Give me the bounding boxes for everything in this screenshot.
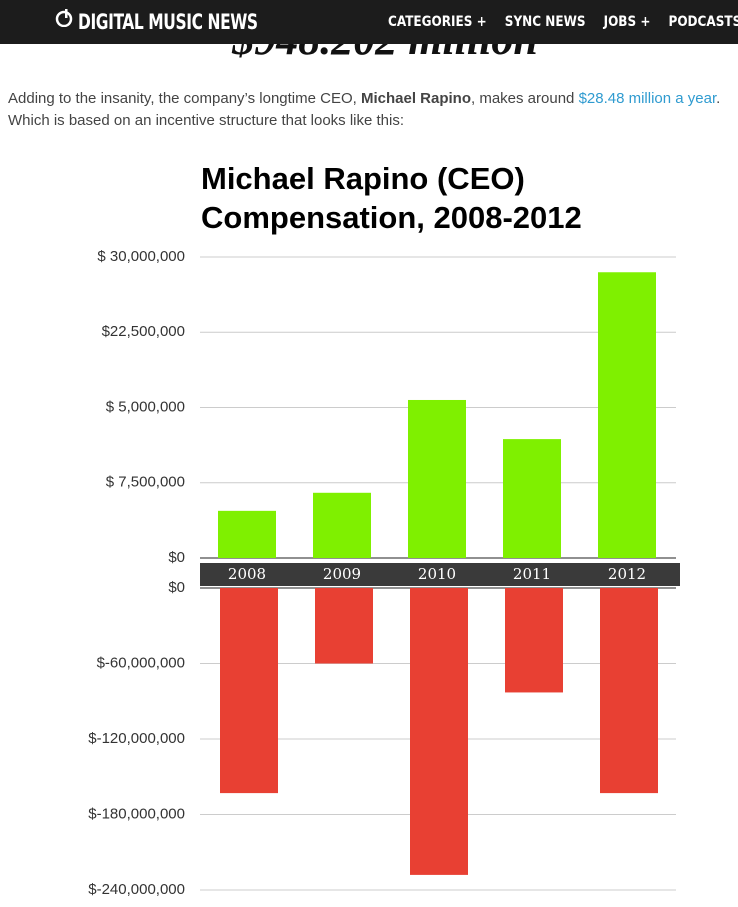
y-tick-label: $0 — [168, 579, 185, 596]
bar — [505, 588, 563, 693]
logo-icon — [55, 9, 73, 27]
y-tick-label: $ 30,000,000 — [97, 248, 185, 265]
x-tick-label: 2010 — [418, 565, 456, 583]
text: . Which is based on an incentive structu… — [8, 90, 721, 129]
bar — [218, 510, 276, 558]
y-tick-label: $0 — [168, 549, 185, 566]
text: , makes around — [471, 90, 579, 107]
link[interactable]: $28.48 million a year — [578, 90, 717, 107]
nav-bar: DIGITAL MUSIC NEWS CATEGORIES + SYNC NEWS… — [0, 0, 738, 44]
y-tick-label: $22,500,000 — [102, 323, 185, 340]
x-tick-label: 2008 — [228, 565, 266, 583]
bar — [503, 439, 561, 558]
nav-item[interactable]: CATEGORIES + — [388, 14, 487, 30]
nav-item[interactable]: SYNC NEWS — [504, 14, 586, 30]
nav-item[interactable]: PODCASTS — [668, 14, 738, 30]
chart-title: Michael Rapino (CEO) Compensation, 2008-… — [201, 161, 582, 235]
y-tick-label: $ 5,000,000 — [106, 398, 185, 415]
y-tick-label: $-120,000,000 — [88, 730, 185, 747]
y-tick-label: $-180,000,000 — [88, 805, 185, 822]
category-band — [200, 563, 680, 586]
bar — [408, 399, 466, 558]
bar — [315, 588, 373, 664]
bar — [598, 272, 656, 558]
x-tick-label: 2011 — [513, 565, 551, 583]
bold-text: Michael Rapino — [360, 90, 471, 107]
bar — [600, 588, 658, 794]
y-tick-label: $-240,000,000 — [88, 881, 185, 898]
y-tick-label: $ 7,500,000 — [106, 474, 185, 491]
nav-item[interactable]: JOBS + — [603, 14, 651, 30]
x-tick-label: 2009 — [323, 565, 361, 583]
bar — [313, 492, 371, 558]
bar — [410, 588, 468, 875]
paragraph: Adding to the insanity, the company’s lo… — [8, 88, 723, 132]
text: Adding to the insanity, the company’s lo… — [8, 90, 361, 107]
y-tick-label: $-60,000,000 — [97, 654, 185, 671]
logo[interactable]: DIGITAL MUSIC NEWS — [78, 10, 258, 34]
x-tick-label: 2012 — [608, 565, 646, 583]
bar — [220, 588, 278, 794]
